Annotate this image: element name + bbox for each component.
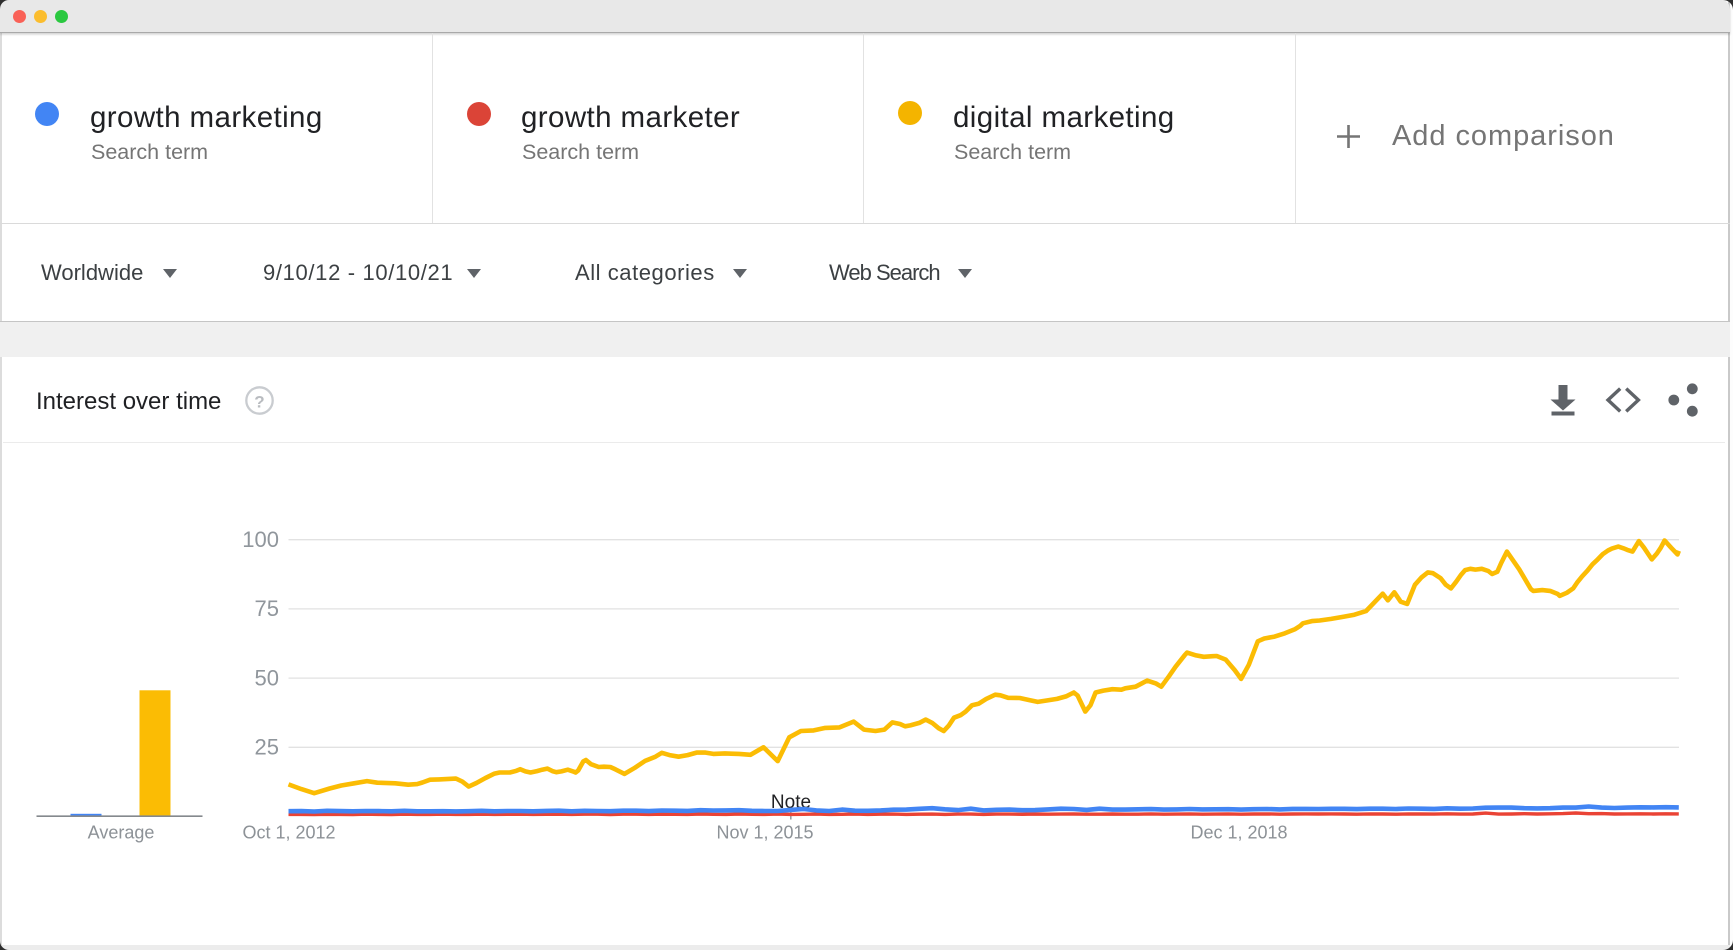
svg-text:Oct 1, 2012: Oct 1, 2012 xyxy=(242,823,335,843)
svg-text:100: 100 xyxy=(242,527,279,552)
svg-text:25: 25 xyxy=(255,735,279,760)
svg-text:Nov 1, 2015: Nov 1, 2015 xyxy=(716,823,813,843)
svg-text:Average: Average xyxy=(88,823,155,843)
svg-text:?: ? xyxy=(254,393,264,412)
svg-text:Dec 1, 2018: Dec 1, 2018 xyxy=(1190,823,1287,843)
svg-text:50: 50 xyxy=(255,665,279,690)
svg-text:75: 75 xyxy=(255,596,279,621)
